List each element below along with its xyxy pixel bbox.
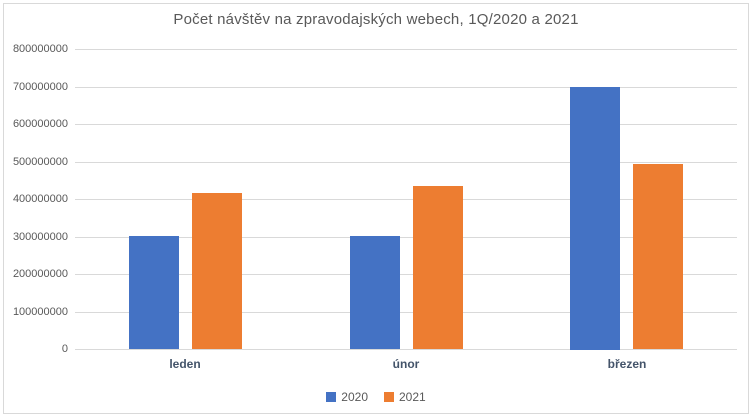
- y-tick-label: 300000000: [12, 231, 68, 243]
- gridline: [75, 87, 737, 88]
- legend-label-2020: 2020: [341, 390, 368, 404]
- y-tick-label: 200000000: [12, 268, 68, 280]
- bar-2020-leden: [129, 236, 179, 349]
- gridline: [75, 124, 737, 125]
- legend-label-2021: 2021: [399, 390, 426, 404]
- y-tick-label: 700000000: [12, 81, 68, 93]
- legend-swatch-2021: [384, 392, 394, 402]
- legend-swatch-2020: [326, 392, 337, 402]
- gridline: [75, 312, 737, 313]
- legend-item-2021: 2021: [384, 390, 426, 404]
- y-tick-label: 400000000: [12, 193, 68, 205]
- bar-2021-leden: [192, 193, 242, 349]
- gridline: [75, 349, 737, 350]
- x-category-label-březen: březen: [607, 357, 647, 371]
- y-tick-label: 500000000: [12, 156, 68, 168]
- bar-2020-březen: [570, 87, 620, 350]
- y-tick-label: 600000000: [12, 118, 68, 130]
- y-tick-label: 800000000: [12, 43, 68, 55]
- bar-2021-březen: [633, 164, 683, 349]
- gridline: [75, 274, 737, 275]
- y-tick-label: 100000000: [12, 306, 68, 318]
- legend-item-2020: 2020: [326, 390, 368, 404]
- gridline: [75, 237, 737, 238]
- bar-2020-únor: [350, 236, 400, 349]
- y-tick-label: 0: [61, 343, 68, 355]
- chart-title: Počet návštěv na zpravodajských webech, …: [173, 11, 579, 28]
- x-category-label-leden: leden: [169, 357, 201, 371]
- x-category-label-únor: únor: [392, 357, 420, 371]
- chart-legend: 2020 2021: [0, 390, 752, 404]
- bar-2021-únor: [413, 186, 463, 349]
- gridline: [75, 162, 737, 163]
- gridline: [75, 49, 737, 50]
- gridline: [75, 199, 737, 200]
